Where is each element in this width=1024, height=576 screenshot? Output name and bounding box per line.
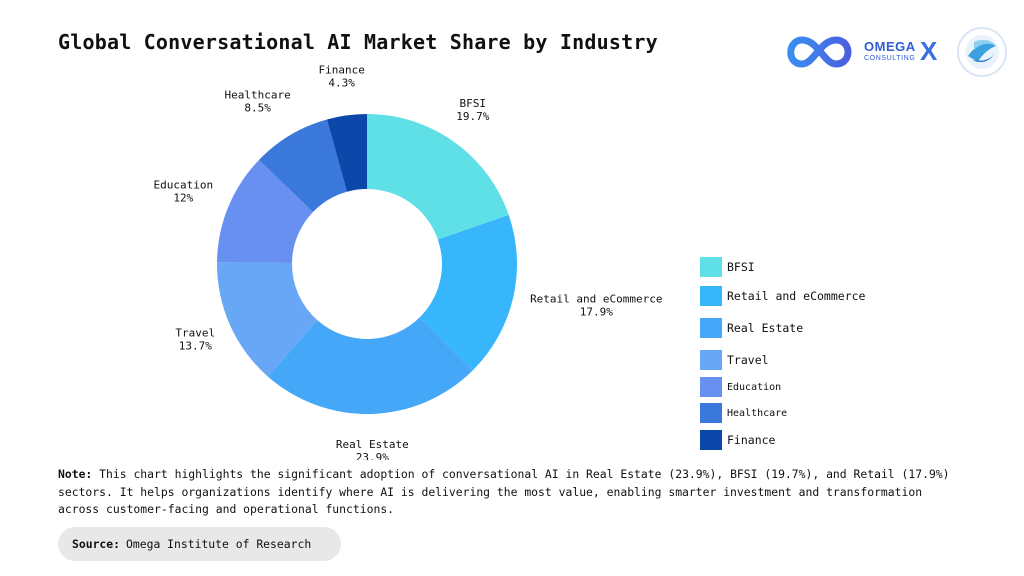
legend-swatch	[700, 286, 722, 306]
slice-retail-and-ecommerce	[419, 214, 517, 371]
source-text: Omega Institute of Research	[126, 537, 312, 551]
legend-swatch	[700, 403, 722, 423]
legend-label: Education	[727, 381, 782, 393]
slice-education	[217, 159, 313, 264]
legend-label: BFSI	[727, 260, 755, 274]
legend-item-real-estate: Real Estate	[700, 317, 803, 339]
legend-label: Travel	[727, 353, 769, 367]
label-education: Education 12%	[153, 179, 213, 205]
legend-item-bfsi: BFSI	[700, 256, 755, 278]
partner-globe-icon	[957, 27, 1007, 77]
legend-swatch	[700, 257, 722, 277]
label-travel: Travel 13.7%	[175, 326, 215, 352]
legend-swatch	[700, 377, 722, 397]
label-retail-and-ecommerce: Retail and eCommerce 17.9%	[530, 293, 662, 319]
label-healthcare: Healthcare 8.5%	[225, 88, 291, 114]
note-text: This chart highlights the significant ad…	[58, 467, 950, 516]
slice-healthcare	[258, 119, 347, 212]
chart-title: Global Conversational AI Market Share by…	[58, 30, 658, 54]
brand-logos: OMEGA CONSULTING X	[780, 24, 1010, 80]
legend-swatch	[700, 350, 722, 370]
donut-chart: BFSI 19.7% Retail and eCommerce 17.9% Real E…	[153, 64, 662, 460]
legend-swatch	[700, 430, 722, 450]
legend-item-education: Education	[700, 376, 781, 398]
logo-subtitle: CONSULTING	[864, 55, 916, 62]
omega-logo-icon	[787, 36, 852, 68]
note-label: Note:	[58, 467, 93, 481]
legend-label: Healthcare	[727, 407, 788, 419]
slice-travel	[216, 262, 318, 377]
legend-label: Real Estate	[727, 321, 804, 335]
slice-bfsi	[367, 114, 509, 240]
label-finance: Finance 4.3%	[319, 64, 365, 90]
legend-item-retail-and-ecommerce: Retail and eCommerce	[700, 285, 865, 307]
legend-swatch	[700, 318, 722, 338]
logo-name: OMEGA	[864, 39, 916, 54]
source-badge: Source: Omega Institute of Research	[58, 527, 341, 561]
slice-real-estate	[267, 317, 473, 414]
slice-finance	[326, 114, 367, 192]
chart-note: Note: This chart highlights the signific…	[58, 466, 968, 519]
label-bfsi: BFSI 19.7%	[456, 97, 489, 123]
label-real-estate: Real Estate 23.9%	[336, 438, 409, 460]
source-label: Source:	[72, 537, 121, 551]
legend-label: Finance	[727, 433, 776, 447]
legend-item-travel: Travel	[700, 349, 769, 371]
legend-label: Retail and eCommerce	[727, 289, 866, 303]
legend-item-healthcare: Healthcare	[700, 402, 787, 424]
logo-separator: X	[920, 36, 938, 66]
legend-item-finance: Finance	[700, 429, 775, 451]
